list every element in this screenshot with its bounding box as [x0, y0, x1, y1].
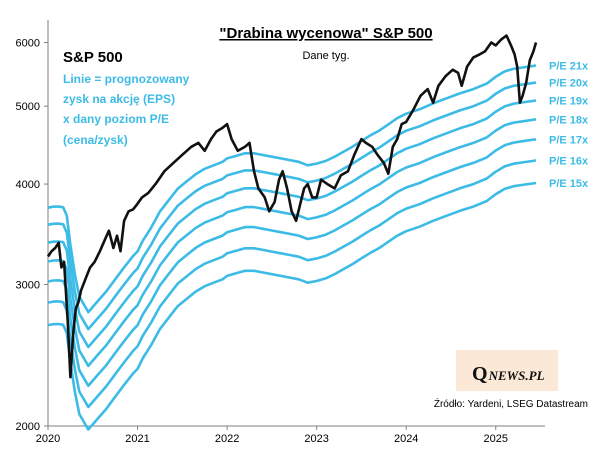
pe-line-18x — [47, 118, 537, 368]
y-axis-ticks: 2000 3000 4000 5000 6000 — [16, 38, 48, 433]
y-tick-label: 4000 — [16, 179, 40, 191]
logo-text: QNEWS.PL — [472, 363, 545, 385]
y-tick-label: 2000 — [16, 421, 40, 433]
x-axis-ticks: 2020 2021 2022 2023 2024 2025 — [36, 426, 508, 445]
pe-label-16x: P/E 16x — [549, 155, 589, 167]
note-line-1: Linie = prognozowany — [63, 72, 190, 86]
x-tick-label: 2024 — [394, 433, 418, 445]
plot-axes — [47, 20, 545, 427]
qnews-logo: QNEWS.PL — [456, 350, 558, 391]
y-tick-label: 3000 — [16, 279, 40, 291]
x-tick-label: 2021 — [125, 433, 149, 445]
x-tick-label: 2022 — [215, 433, 239, 445]
note-title: S&P 500 — [63, 49, 123, 66]
pe-label-18x: P/E 18x — [549, 114, 589, 126]
pe-line-20x — [47, 81, 537, 331]
pe-label-21x: P/E 21x — [549, 61, 589, 73]
y-tick-label: 5000 — [16, 101, 40, 113]
note-line-2: zysk na akcję (EPS) — [63, 92, 175, 106]
pe-label-20x: P/E 20x — [549, 78, 589, 90]
logo-background — [456, 350, 558, 391]
x-tick-label: 2025 — [484, 433, 508, 445]
pe-line-17x — [47, 138, 537, 388]
note-line-3: x dany poziom P/E — [63, 112, 169, 126]
pe-line-15x — [47, 181, 537, 431]
price-line — [46, 34, 538, 379]
note-line-4: (cena/zysk) — [63, 133, 128, 147]
sp500-series — [46, 34, 538, 379]
legend-note: S&P 500 Linie = prognozowany zysk na akc… — [63, 49, 190, 147]
pe-label-17x: P/E 17x — [549, 134, 589, 146]
pe-label-19x: P/E 19x — [549, 95, 589, 107]
x-tick-label: 2020 — [36, 433, 60, 445]
logo-rest: NEWS.PL — [488, 368, 545, 383]
pe-line-21x — [47, 64, 537, 314]
pe-label-15x: P/E 15x — [549, 178, 589, 190]
y-tick-label: 6000 — [16, 38, 40, 50]
pe-lines — [47, 64, 537, 431]
source-note: Źródło: Yardeni, LSEG Datastream — [434, 397, 588, 410]
pe-line-16x — [47, 159, 537, 409]
pe-labels: P/E 21x P/E 20x P/E 19x P/E 18x P/E 17x P/E 1… — [549, 61, 589, 190]
x-tick-label: 2023 — [304, 433, 328, 445]
logo-q: Q — [472, 363, 488, 385]
chart-title: "Drabina wycenowa" S&P 500 — [219, 25, 432, 42]
chart-subtitle: Dane tyg. — [302, 50, 349, 62]
